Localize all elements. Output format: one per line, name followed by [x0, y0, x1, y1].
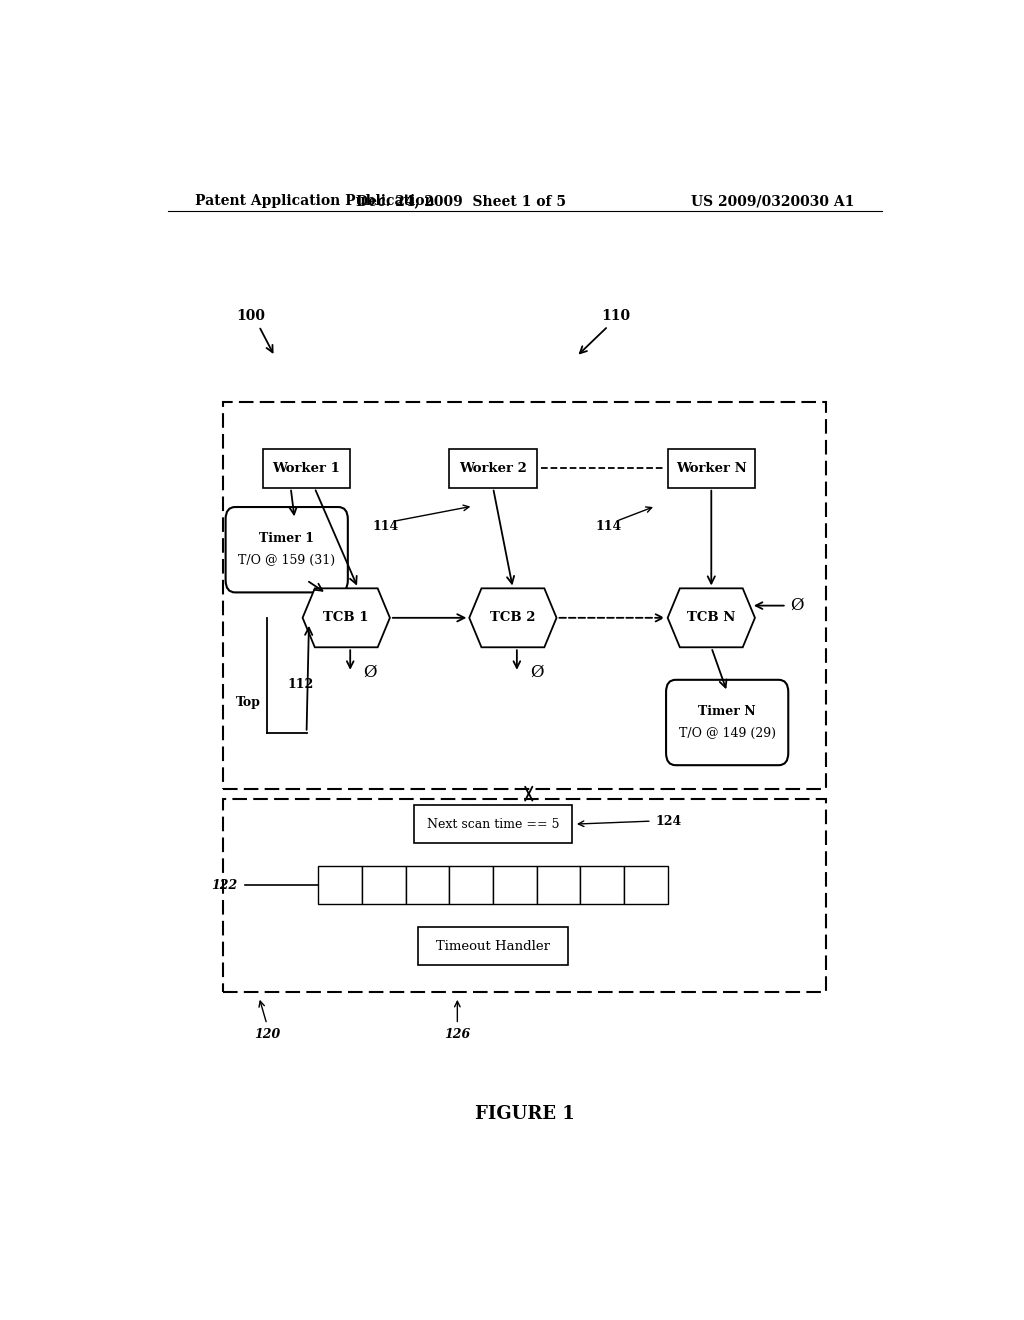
Text: 114: 114 [373, 520, 399, 533]
Text: 120: 120 [254, 1028, 280, 1041]
Text: T/O @ 159 (31): T/O @ 159 (31) [239, 554, 335, 568]
Text: 124: 124 [655, 814, 682, 828]
FancyBboxPatch shape [225, 507, 348, 593]
Polygon shape [303, 589, 390, 647]
Text: 112: 112 [288, 678, 314, 692]
Text: TCB 1: TCB 1 [324, 611, 369, 624]
Text: Ø: Ø [791, 597, 804, 614]
Polygon shape [469, 589, 557, 647]
Text: T/O @ 149 (29): T/O @ 149 (29) [679, 727, 775, 741]
FancyBboxPatch shape [537, 866, 581, 904]
FancyBboxPatch shape [362, 866, 406, 904]
FancyBboxPatch shape [263, 449, 350, 487]
Text: Ø: Ø [364, 664, 377, 681]
Text: 122: 122 [211, 879, 238, 891]
Text: Timeout Handler: Timeout Handler [436, 940, 550, 953]
FancyBboxPatch shape [418, 927, 568, 965]
Text: Ø: Ø [530, 664, 544, 681]
Text: TCB N: TCB N [687, 611, 735, 624]
Text: Worker 1: Worker 1 [272, 462, 341, 475]
Text: Patent Application Publication: Patent Application Publication [196, 194, 435, 209]
Text: TCB 2: TCB 2 [490, 611, 536, 624]
Text: Timer 1: Timer 1 [259, 532, 314, 545]
FancyBboxPatch shape [318, 866, 362, 904]
Text: Next scan time == 5: Next scan time == 5 [427, 817, 559, 830]
FancyBboxPatch shape [494, 866, 537, 904]
FancyBboxPatch shape [668, 449, 755, 487]
Text: Top: Top [236, 696, 260, 709]
FancyBboxPatch shape [581, 866, 624, 904]
Polygon shape [668, 589, 755, 647]
FancyBboxPatch shape [414, 805, 572, 843]
Text: Timer N: Timer N [698, 705, 756, 718]
FancyBboxPatch shape [450, 449, 537, 487]
Text: 100: 100 [237, 309, 265, 323]
Text: 110: 110 [601, 309, 631, 323]
Text: Worker N: Worker N [676, 462, 746, 475]
Text: Worker 2: Worker 2 [459, 462, 527, 475]
Text: FIGURE 1: FIGURE 1 [475, 1105, 574, 1123]
Text: 114: 114 [595, 520, 622, 533]
Text: Dec. 24, 2009  Sheet 1 of 5: Dec. 24, 2009 Sheet 1 of 5 [356, 194, 566, 209]
FancyBboxPatch shape [666, 680, 788, 766]
FancyBboxPatch shape [624, 866, 668, 904]
FancyBboxPatch shape [450, 866, 494, 904]
FancyBboxPatch shape [406, 866, 450, 904]
Text: 126: 126 [444, 1028, 470, 1041]
Text: US 2009/0320030 A1: US 2009/0320030 A1 [691, 194, 854, 209]
